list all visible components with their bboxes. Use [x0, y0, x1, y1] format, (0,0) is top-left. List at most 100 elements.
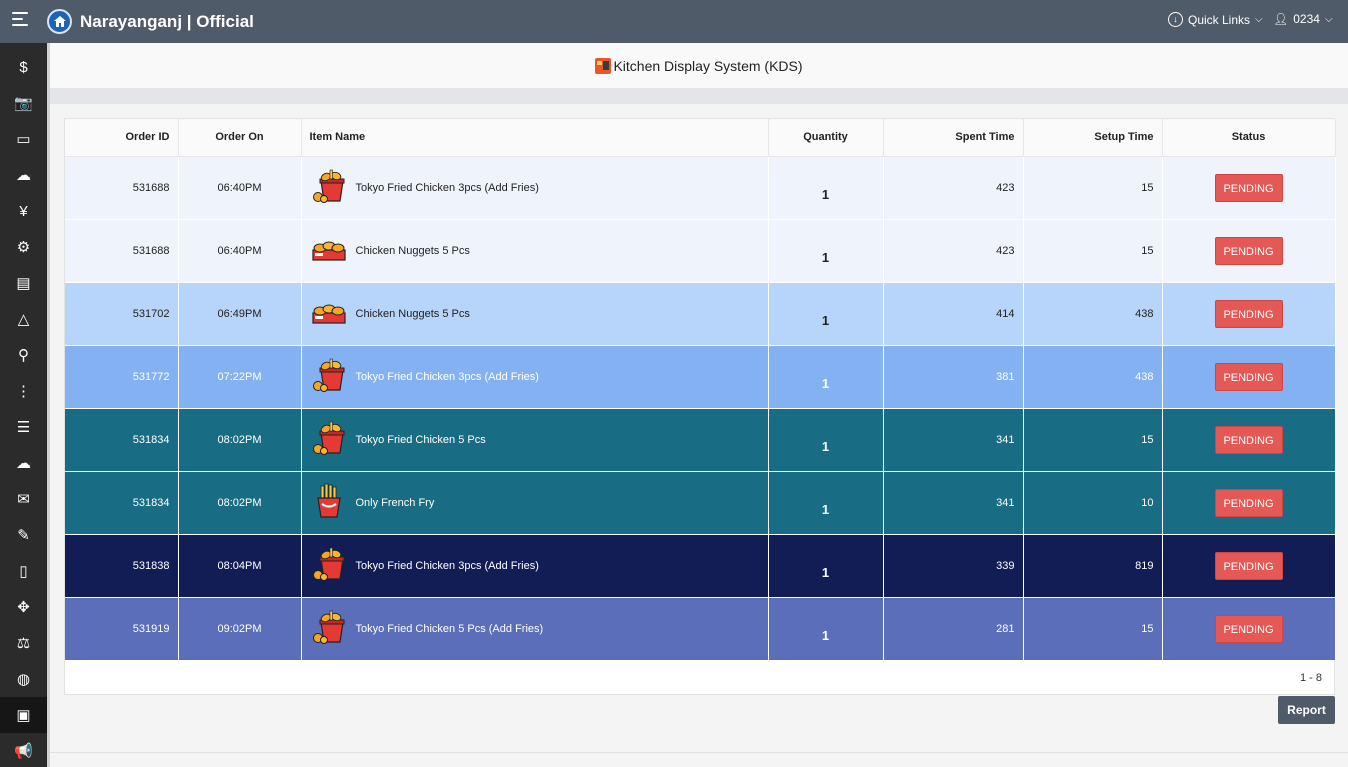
- col-item-name[interactable]: Item Name: [301, 119, 769, 157]
- item-name: Only French Fry: [355, 496, 435, 509]
- col-status[interactable]: Status: [1162, 119, 1336, 157]
- sidebar-divider: [47, 43, 50, 767]
- fried-chicken-bucket-icon: [310, 545, 348, 586]
- sidebar-item-move[interactable]: ✥: [0, 589, 47, 625]
- footer-divider: [50, 752, 1348, 753]
- order-on-cell: 08:04PM: [178, 534, 302, 598]
- edit-doc-icon: ✎: [17, 527, 30, 544]
- sidebar-item-megaphone[interactable]: 📢: [0, 733, 47, 767]
- order-on-cell: 08:02PM: [178, 408, 302, 472]
- brand-title[interactable]: Narayanganj | Official: [80, 12, 254, 31]
- status-cell: PENDING: [1162, 408, 1336, 472]
- order-on-cell: 08:02PM: [178, 471, 302, 535]
- pending-status-button[interactable]: PENDING: [1214, 425, 1283, 454]
- pending-status-button[interactable]: PENDING: [1214, 362, 1283, 391]
- order-id-cell: 531838: [65, 534, 179, 598]
- item-name: Tokyo Fried Chicken 3pcs (Add Fries): [355, 181, 539, 194]
- orders-table-card: Order ID Order On Item Name Quantity Spe…: [64, 118, 1336, 695]
- cloud-icon: ☁: [16, 167, 31, 184]
- quick-links-menu[interactable]: ↓ Quick Links ⌵: [1168, 12, 1263, 27]
- order-id-cell: 531772: [65, 345, 179, 409]
- sidebar-item-list[interactable]: ☰: [0, 409, 47, 445]
- globe-icon: ◍: [16, 671, 31, 688]
- home-logo-icon[interactable]: [47, 9, 72, 34]
- report-button[interactable]: Report: [1278, 696, 1335, 724]
- french-fries-icon: [310, 482, 348, 523]
- user-menu[interactable]: 👤︎ 0234 ⌵: [1273, 12, 1333, 26]
- col-order-on[interactable]: Order On: [178, 119, 302, 157]
- table-row[interactable]: 531702 06:49PM Chicken Nuggets 5 Pcs 1 414 43…: [65, 282, 1336, 346]
- item-name-cell: Tokyo Fried Chicken 3pcs (Add Fries): [301, 345, 769, 409]
- table-row[interactable]: 531688 06:40PM Tokyo Fried Chicken 3pcs (A…: [65, 156, 1336, 220]
- yen-icon: ¥: [19, 202, 28, 220]
- gear-icon: ⚙: [16, 239, 31, 256]
- order-id-cell: 531834: [65, 471, 179, 535]
- spent-time-cell: 381: [883, 345, 1024, 409]
- spent-time-cell: 414: [883, 282, 1024, 346]
- status-cell: PENDING: [1162, 597, 1336, 661]
- item-name-cell: Tokyo Fried Chicken 5 Pcs: [301, 408, 769, 472]
- sidebar-item-camera[interactable]: 📷: [0, 85, 47, 121]
- move-icon: ✥: [17, 599, 30, 616]
- table-row[interactable]: 531834 08:02PM Only French Fry 1 341 10 PENDIN…: [65, 471, 1336, 535]
- table-row[interactable]: 531772 07:22PM Tokyo Fried Chicken 3pcs (A…: [65, 345, 1336, 409]
- table-row[interactable]: 531834 08:02PM Tokyo Fried Chicken 5 Pcs 1 3…: [65, 408, 1336, 472]
- sidebar-item-cloud-upload[interactable]: ☁: [0, 445, 47, 481]
- col-spent-time[interactable]: Spent Time: [883, 119, 1024, 157]
- item-name-cell: Tokyo Fried Chicken 3pcs (Add Fries): [301, 534, 769, 598]
- sidebar: $ 📷 ▭ ☁ ¥ ⚙ ▤ △ ⚲ ⋮ ☰ ☁ ✉ ✎ ▯ ✥ ⚖ ◍ ▣ 📢: [0, 43, 47, 767]
- col-setup-time[interactable]: Setup Time: [1023, 119, 1163, 157]
- pending-status-button[interactable]: PENDING: [1214, 551, 1283, 580]
- sidebar-item-message[interactable]: ✉: [0, 481, 47, 517]
- item-name-cell: Tokyo Fried Chicken 3pcs (Add Fries): [301, 156, 769, 220]
- pending-status-button[interactable]: PENDING: [1214, 614, 1283, 643]
- spent-time-cell: 423: [883, 219, 1024, 283]
- chicken-nuggets-icon: [310, 293, 348, 334]
- document-icon: ▯: [19, 563, 28, 580]
- sidebar-item-dashboard[interactable]: ▤: [0, 265, 47, 301]
- fried-chicken-bucket-icon: [310, 356, 348, 397]
- quantity-cell: 1: [768, 534, 884, 598]
- sidebar-item-globe[interactable]: ◍: [0, 661, 47, 697]
- sidebar-item-yen[interactable]: ¥: [0, 193, 47, 229]
- sidebar-item-cloud[interactable]: ☁: [0, 157, 47, 193]
- sidebar-item-money[interactable]: ▭: [0, 121, 47, 157]
- pending-status-button[interactable]: PENDING: [1214, 173, 1283, 202]
- order-on-cell: 09:02PM: [178, 597, 302, 661]
- header-band: [50, 89, 1348, 104]
- quantity-cell: 1: [768, 597, 884, 661]
- spent-time-cell: 281: [883, 597, 1024, 661]
- setup-time-cell: 10: [1023, 471, 1163, 535]
- table-header-row: Order ID Order On Item Name Quantity Spe…: [65, 119, 1336, 157]
- page-title-wrap: Kitchen Display System (KDS): [50, 58, 1348, 74]
- spent-time-cell: 423: [883, 156, 1024, 220]
- scale-icon: ⚖: [16, 635, 31, 652]
- pending-status-button[interactable]: PENDING: [1214, 299, 1283, 328]
- setup-time-cell: 15: [1023, 219, 1163, 283]
- col-quantity[interactable]: Quantity: [768, 119, 884, 157]
- table-row[interactable]: 531688 06:40PM Chicken Nuggets 5 Pcs 1 423 15…: [65, 219, 1336, 283]
- quick-links-label: Quick Links: [1188, 12, 1251, 27]
- table-row[interactable]: 531838 08:04PM Tokyo Fried Chicken 3pcs (A…: [65, 534, 1336, 598]
- sidebar-item-kds[interactable]: ▣: [0, 697, 47, 733]
- sidebar-item-gear[interactable]: ⚙: [0, 229, 47, 265]
- table-row[interactable]: 531919 09:02PM Tokyo Fried Chicken 5 Pcs (…: [65, 597, 1336, 661]
- hamburger-menu-icon[interactable]: [12, 12, 30, 30]
- layers-icon: △: [17, 311, 30, 328]
- sidebar-item-edit-doc[interactable]: ✎: [0, 517, 47, 553]
- pending-status-button[interactable]: PENDING: [1214, 236, 1283, 265]
- sidebar-item-accessibility[interactable]: ⚲: [0, 337, 47, 373]
- sidebar-item-more-vertical[interactable]: ⋮: [0, 373, 47, 409]
- status-cell: PENDING: [1162, 219, 1336, 283]
- quantity-cell: 1: [768, 345, 884, 409]
- chevron-down-icon: ⌵: [1324, 13, 1333, 25]
- item-name: Tokyo Fried Chicken 3pcs (Add Fries): [355, 559, 539, 572]
- pending-status-button[interactable]: PENDING: [1214, 488, 1283, 517]
- sidebar-item-dollar[interactable]: $: [0, 49, 47, 85]
- sidebar-item-document[interactable]: ▯: [0, 553, 47, 589]
- sidebar-item-layers[interactable]: △: [0, 301, 47, 337]
- cloud-upload-icon: ☁: [16, 455, 31, 472]
- col-order-id[interactable]: Order ID: [65, 119, 179, 157]
- quantity-cell: 1: [768, 219, 884, 283]
- sidebar-item-scale[interactable]: ⚖: [0, 625, 47, 661]
